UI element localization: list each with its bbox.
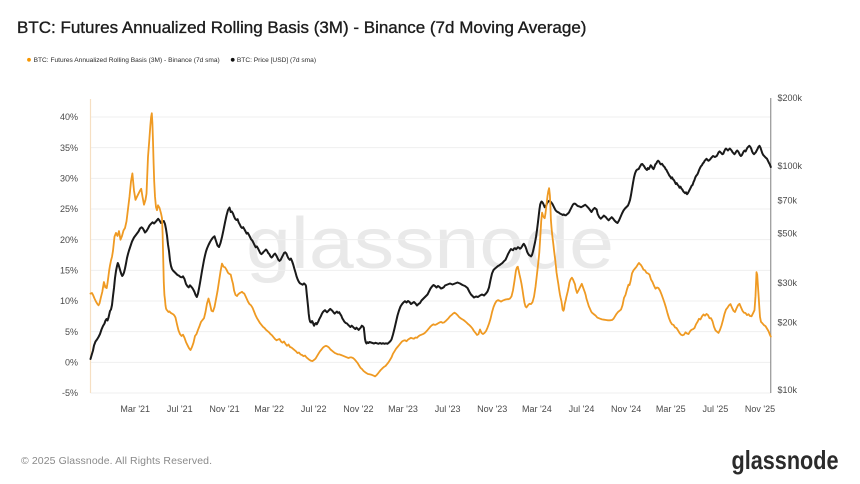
svg-text:Jul '25: Jul '25 — [703, 404, 729, 414]
svg-text:Mar '23: Mar '23 — [388, 404, 418, 414]
svg-text:25%: 25% — [60, 204, 78, 214]
svg-text:10%: 10% — [60, 296, 78, 306]
svg-text:$100k: $100k — [778, 161, 803, 171]
svg-text:Nov '21: Nov '21 — [209, 404, 239, 414]
svg-text:-5%: -5% — [62, 388, 78, 398]
svg-text:Nov '22: Nov '22 — [343, 404, 373, 414]
svg-text:BTC: Price [USD] (7d sma): BTC: Price [USD] (7d sma) — [237, 57, 316, 64]
svg-text:Mar '21: Mar '21 — [120, 404, 150, 414]
svg-text:Mar '25: Mar '25 — [656, 404, 686, 414]
svg-text:15%: 15% — [60, 266, 78, 276]
svg-text:5%: 5% — [65, 327, 78, 337]
svg-text:35%: 35% — [60, 143, 78, 153]
svg-text:$20k: $20k — [778, 318, 798, 328]
svg-text:40%: 40% — [60, 112, 78, 122]
svg-text:Nov '23: Nov '23 — [477, 404, 507, 414]
svg-text:glassnode: glassnode — [246, 204, 614, 284]
svg-text:0%: 0% — [65, 358, 78, 368]
svg-text:Jul '24: Jul '24 — [569, 404, 595, 414]
svg-text:Jul '21: Jul '21 — [167, 404, 193, 414]
svg-text:Jul '23: Jul '23 — [435, 404, 461, 414]
svg-text:BTC: Futures Annualized Rollin: BTC: Futures Annualized Rolling Basis (3… — [34, 57, 220, 64]
svg-text:Nov '25: Nov '25 — [745, 404, 775, 414]
svg-text:Jul '22: Jul '22 — [301, 404, 327, 414]
svg-text:$50k: $50k — [778, 228, 798, 238]
svg-text:Mar '22: Mar '22 — [254, 404, 284, 414]
svg-text:20%: 20% — [60, 235, 78, 245]
svg-text:$70k: $70k — [778, 196, 798, 206]
svg-text:Mar '24: Mar '24 — [522, 404, 552, 414]
svg-text:$10k: $10k — [778, 385, 798, 395]
svg-text:$200k: $200k — [778, 93, 803, 103]
svg-text:BTC: Futures Annualized Rollin: BTC: Futures Annualized Rolling Basis (3… — [17, 18, 586, 37]
svg-text:glassnode: glassnode — [732, 445, 839, 475]
svg-text:© 2025 Glassnode. All Rights R: © 2025 Glassnode. All Rights Reserved. — [21, 455, 212, 467]
svg-text:Nov '24: Nov '24 — [611, 404, 641, 414]
svg-text:$30k: $30k — [778, 278, 798, 288]
svg-text:30%: 30% — [60, 174, 78, 184]
